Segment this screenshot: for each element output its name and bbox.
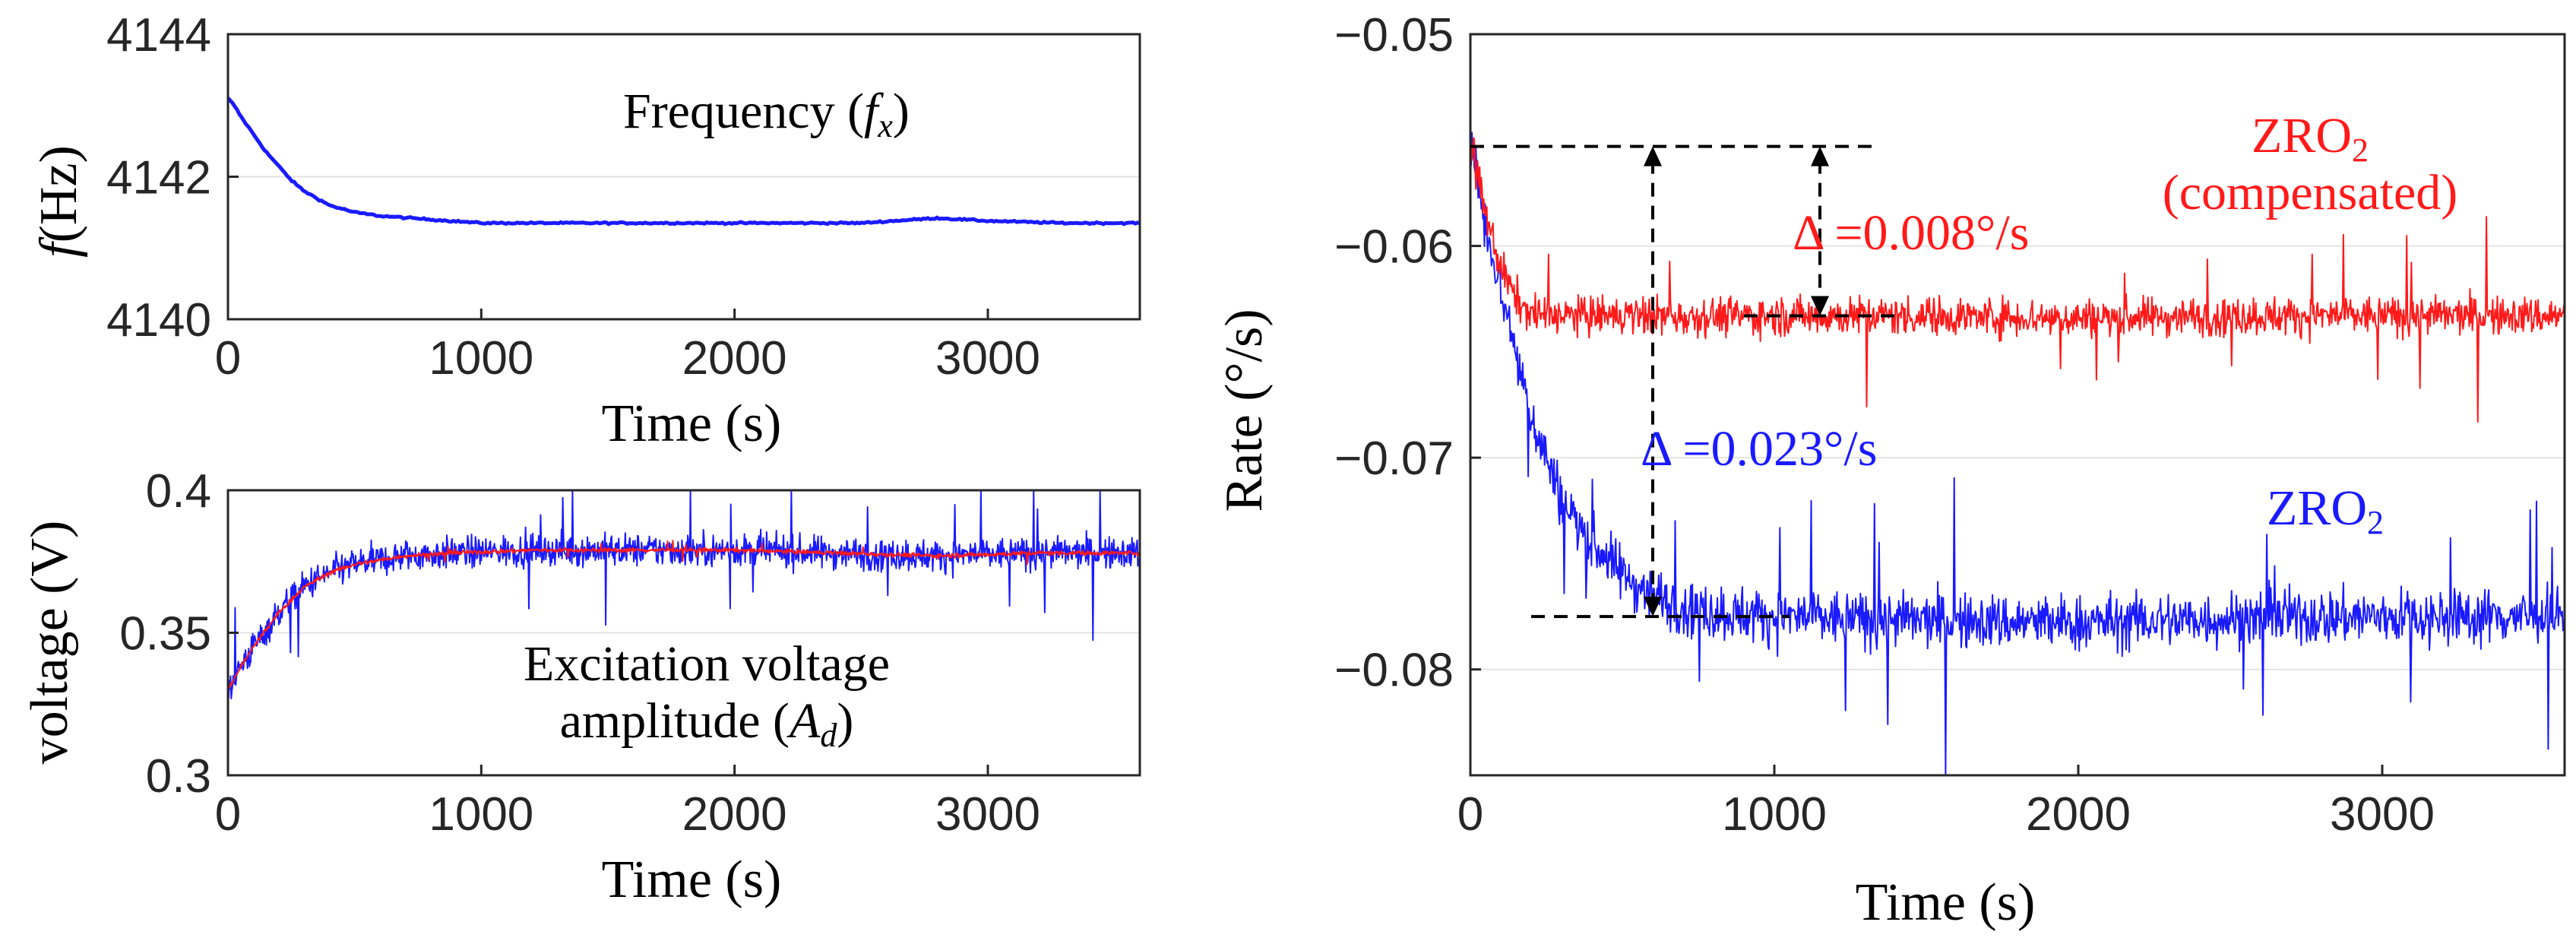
rate-xtick-label-2: 2000 [2026, 788, 2131, 841]
frequency-title-subscript: x [877, 107, 893, 144]
delta-red-label-symbol: Δ [1793, 205, 1834, 261]
delta-red-label-value: =0.008°/s [1834, 205, 2029, 261]
excitation-series-1 [227, 540, 1141, 690]
legend-zro2-main: ZRO [2267, 480, 2367, 536]
frequency-xtick-label-3: 3000 [935, 332, 1040, 385]
rate-xtick-label-1: 1000 [1722, 788, 1827, 841]
rate-xtick-label-3: 3000 [2330, 788, 2435, 841]
excitation-xtick-label-1: 1000 [429, 788, 533, 841]
delta-blue-label-value: =0.023°/s [1682, 421, 1877, 477]
legend-zro2-compensated-line1: ZRO2 [2252, 108, 2369, 169]
frequency-ylabel-text: (Hz) [30, 145, 88, 242]
frequency-series [226, 97, 1141, 227]
delta-blue-label: Δ =0.023°/s [1641, 421, 1877, 477]
excitation-title-line1: Excitation voltage [524, 636, 890, 692]
rate-ticks: 0 1000 2000 3000 −0.08 −0.07 −0.06 −0.05 [1334, 9, 2435, 841]
excitation-title-text: amplitude ( [560, 693, 790, 749]
legend-compensated-main: ZRO [2252, 108, 2352, 163]
rate-ylabel: Rate (°/s) [1215, 309, 1274, 512]
excitation-series [227, 490, 1141, 700]
excitation-title-subscript: d [820, 717, 837, 754]
excitation-xtick-label-3: 3000 [935, 788, 1040, 841]
frequency-ytick-label-2: 4144 [106, 9, 211, 62]
rate-ytick-label-2: −0.06 [1334, 221, 1454, 274]
excitation-ytick-label-0: 0.3 [146, 750, 211, 803]
excitation-title-line2: amplitude (Ad) [560, 693, 854, 754]
delta-red-arrow-head-down [1811, 296, 1829, 316]
excitation-xtick-label-0: 0 [215, 788, 241, 841]
frequency-xtick-label-2: 2000 [682, 332, 787, 385]
excitation-xlabel: Time (s) [602, 851, 782, 909]
legend-zro2: ZRO2 [2267, 480, 2384, 541]
rate-ytick-label-1: −0.07 [1334, 432, 1454, 485]
delta-red-arrow-head-up [1811, 146, 1829, 166]
delta-blue-arrow-head-up [1644, 146, 1662, 166]
rate-ytick-label-3: −0.05 [1334, 9, 1454, 62]
excitation-title-symbol: A [786, 693, 821, 749]
frequency-ticks: 0 1000 2000 3000 4140 4142 4144 [106, 9, 1040, 385]
frequency-ytick-label-1: 4142 [106, 152, 211, 204]
delta-blue-arrow-head-down [1644, 597, 1662, 617]
frequency-title-close: ) [893, 84, 910, 139]
excitation-ytick-label-2: 0.4 [146, 465, 211, 518]
delta-blue-label-symbol: Δ [1641, 421, 1682, 477]
legend-zro2-sub: 2 [2367, 504, 2384, 541]
rate-xlabel: Time (s) [1856, 873, 2036, 932]
excitation-ytick-label-1: 0.35 [119, 608, 211, 661]
excitation-series-0 [227, 490, 1141, 700]
delta-red-label: Δ =0.008°/s [1793, 205, 2029, 261]
rate-axes-box [1469, 33, 2566, 777]
rate-grid [1470, 33, 2565, 670]
rate-ytick-label-0: −0.08 [1334, 645, 1454, 697]
excitation-ticks: 0 1000 2000 3000 0.3 0.35 0.4 [119, 465, 1040, 841]
legend-compensated-sub: 2 [2352, 131, 2369, 169]
excitation-title-close: ) [837, 693, 853, 749]
frequency-grid [228, 33, 1140, 320]
frequency-title: Frequency (fx) [623, 84, 910, 144]
frequency-panel: 0 1000 2000 3000 4140 4142 4144 Frequency (fx)… [30, 9, 1141, 453]
excitation-xtick-label-2: 2000 [682, 788, 787, 841]
rate-annotations: Δ =0.008°/sΔ =0.023°/s [1470, 144, 2029, 619]
frequency-series-0 [226, 97, 1141, 227]
frequency-ylabel: f(Hz) [30, 145, 88, 258]
frequency-ytick-label-0: 4140 [106, 294, 211, 347]
frequency-xtick-label-0: 0 [215, 332, 241, 385]
frequency-title-text: Frequency ( [623, 84, 864, 139]
frequency-xtick-label-1: 1000 [429, 332, 533, 385]
frequency-xlabel: Time (s) [602, 394, 782, 453]
excitation-ylabel: voltage (V) [21, 521, 79, 765]
rate-panel: 0 1000 2000 3000 −0.08 −0.07 −0.06 −0.05 Δ =0.0… [1215, 9, 2566, 932]
excitation-panel: 0 1000 2000 3000 0.3 0.35 0.4 Excitation volta… [21, 465, 1141, 909]
rate-xtick-label-0: 0 [1457, 788, 1483, 841]
legend-zro2-compensated-line2: (compensated) [2163, 165, 2458, 220]
